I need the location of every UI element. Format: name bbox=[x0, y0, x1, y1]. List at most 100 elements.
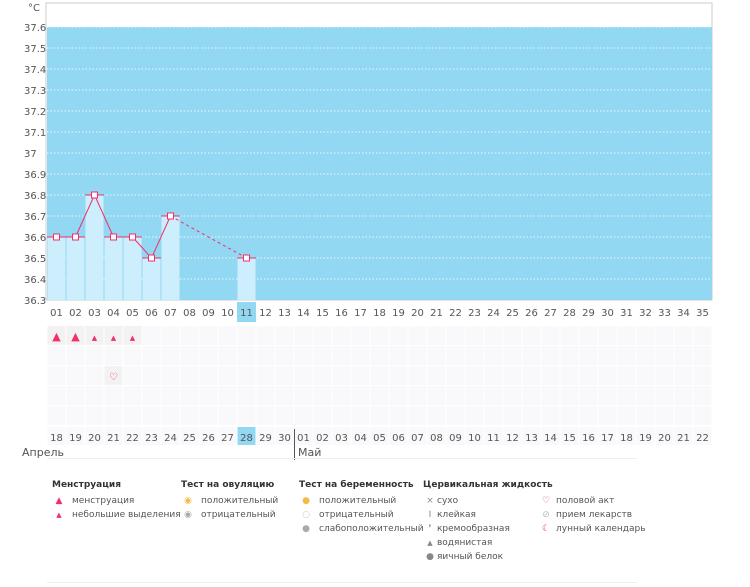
grid-cell bbox=[408, 326, 427, 345]
legend-item: лунный календарь bbox=[556, 524, 646, 534]
temperature-bar bbox=[66, 237, 85, 300]
grid-cell bbox=[427, 366, 446, 385]
calendar-date-label: 13 bbox=[525, 433, 538, 444]
grid-cell bbox=[237, 346, 256, 365]
grid-cell bbox=[427, 326, 446, 345]
grid-cell bbox=[199, 346, 218, 365]
heart-icon: ♡ bbox=[541, 496, 551, 506]
grid-cell bbox=[503, 366, 522, 385]
grid-cell bbox=[218, 326, 237, 345]
grid-cell bbox=[351, 386, 370, 405]
grid-cell bbox=[66, 386, 85, 405]
calendar-date-label: 19 bbox=[69, 433, 82, 444]
grid-cell bbox=[370, 386, 389, 405]
cycle-day-label: 12 bbox=[259, 308, 272, 319]
grid-cell bbox=[655, 366, 674, 385]
grid-cell bbox=[332, 406, 351, 425]
cycle-day-label: 32 bbox=[639, 308, 652, 319]
grid-cell bbox=[598, 386, 617, 405]
date-cell bbox=[389, 427, 408, 445]
legend-pregnancy: Тест на беременность ● положительный ○ отр… bbox=[299, 480, 424, 536]
grid-cell bbox=[199, 366, 218, 385]
grid-cell bbox=[693, 406, 712, 425]
cycle-day-label: 22 bbox=[449, 308, 462, 319]
grid-cell bbox=[161, 386, 180, 405]
calendar-date-label: 17 bbox=[601, 433, 614, 444]
grid-cell bbox=[408, 406, 427, 425]
grid-cell bbox=[617, 386, 636, 405]
date-cell bbox=[370, 427, 389, 445]
temperature-point bbox=[91, 191, 98, 199]
date-cell bbox=[693, 427, 712, 445]
grid-cell bbox=[655, 346, 674, 365]
grid-cell bbox=[484, 406, 503, 425]
calendar-date-label: 18 bbox=[50, 433, 63, 444]
plot-background bbox=[47, 27, 712, 300]
cycle-day-label: 17 bbox=[354, 308, 367, 319]
cycle-day-label: 04 bbox=[107, 308, 120, 319]
grid-cell bbox=[256, 326, 275, 345]
grid-cell bbox=[180, 366, 199, 385]
calendar-date-label: 09 bbox=[449, 433, 462, 444]
ovulation-negative-icon: ◉ bbox=[184, 510, 192, 520]
temperature-line bbox=[170, 215, 247, 259]
grid-cell bbox=[693, 346, 712, 365]
y-tick-label: 36.5 bbox=[24, 254, 46, 265]
calendar-date-label: 30 bbox=[278, 433, 291, 444]
grid-cell bbox=[123, 406, 142, 425]
grid-cell bbox=[199, 406, 218, 425]
date-cell bbox=[161, 427, 180, 445]
calendar-date-label: 24 bbox=[164, 433, 177, 444]
watery-icon: ▲ bbox=[427, 539, 433, 547]
grid-cell bbox=[427, 346, 446, 365]
legend-item: отрицательный bbox=[201, 510, 276, 520]
legend-title: Цервикальная жидкость bbox=[423, 480, 553, 490]
date-cell bbox=[275, 427, 294, 445]
grid-cell bbox=[237, 366, 256, 385]
legend-item: кремообразная bbox=[437, 524, 510, 534]
grid-cell bbox=[218, 406, 237, 425]
cycle-day-label: 26 bbox=[525, 308, 538, 319]
y-tick-label: 37.4 bbox=[24, 65, 46, 76]
calendar-date-label: 19 bbox=[639, 433, 652, 444]
grid-cell bbox=[655, 386, 674, 405]
temperature-bar bbox=[237, 258, 256, 300]
calendar-date-label: 05 bbox=[373, 433, 386, 444]
grid-cell bbox=[693, 326, 712, 345]
grid-cell bbox=[142, 326, 161, 345]
grid-cell bbox=[636, 326, 655, 345]
temperature-point bbox=[148, 254, 155, 262]
calendar-date-label: 23 bbox=[145, 433, 158, 444]
grid-cell bbox=[598, 326, 617, 345]
legend-menstruation: Менструация ▲ менструация ▲ небольшие выде… bbox=[52, 480, 181, 522]
cycle-day-label: 23 bbox=[468, 308, 481, 319]
grid-cell bbox=[484, 386, 503, 405]
grid-cell bbox=[370, 326, 389, 345]
legend-item: водянистая bbox=[437, 538, 493, 548]
grid-cell bbox=[256, 366, 275, 385]
calendar-date-label: 10 bbox=[468, 433, 481, 444]
grid-cell bbox=[104, 406, 123, 425]
grid-cell bbox=[636, 386, 655, 405]
cycle-day-label: 21 bbox=[430, 308, 443, 319]
date-cell bbox=[332, 427, 351, 445]
grid-cell bbox=[47, 346, 66, 365]
date-cell bbox=[313, 427, 332, 445]
grid-cell bbox=[351, 366, 370, 385]
grid-cell bbox=[142, 366, 161, 385]
grid-cell bbox=[47, 386, 66, 405]
grid-cell bbox=[47, 406, 66, 425]
legend-title: Менструация bbox=[52, 480, 121, 490]
grid-cell bbox=[351, 406, 370, 425]
pregnancy-positive-icon: ● bbox=[302, 496, 310, 506]
grid-cell bbox=[389, 386, 408, 405]
grid-cell bbox=[294, 386, 313, 405]
grid-cell bbox=[522, 406, 541, 425]
legend-title: Тест на овуляцию bbox=[181, 480, 275, 490]
grid-cell bbox=[47, 326, 66, 345]
legend-item: слабоположительный bbox=[319, 524, 424, 534]
y-tick-label: 36.9 bbox=[24, 170, 46, 181]
cycle-day-label: 09 bbox=[202, 308, 215, 319]
y-tick-label: 36.6 bbox=[24, 233, 46, 244]
ovulation-positive-icon: ◉ bbox=[184, 496, 192, 506]
